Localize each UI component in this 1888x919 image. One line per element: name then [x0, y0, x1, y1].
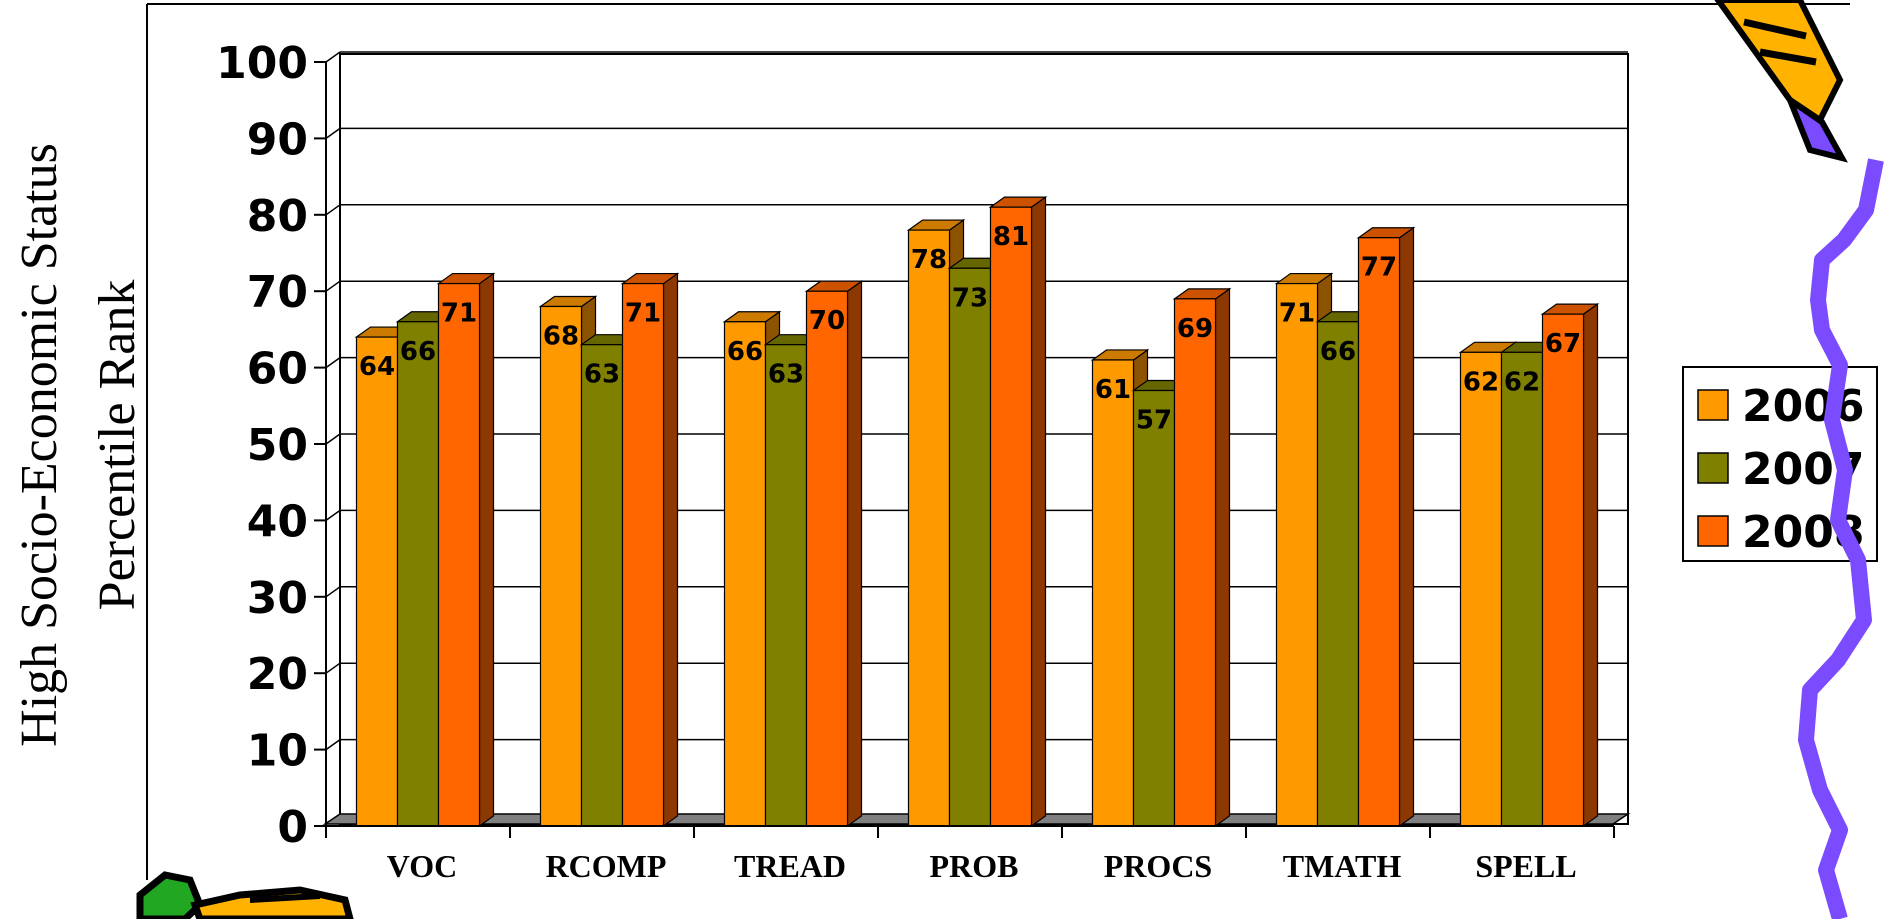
y-axis-title: High Socio-Economic Status Percentile Ra…	[11, 143, 146, 747]
data-label: 57	[1136, 406, 1172, 436]
bars	[354, 195, 1600, 828]
legend-swatch-2007	[1697, 452, 1729, 484]
y-tick-label: 30	[247, 573, 308, 624]
bar-2008-TMATH	[1356, 226, 1416, 828]
gridline-side	[325, 662, 341, 674]
gridline-side	[325, 127, 341, 140]
bar-2008-VOC	[436, 272, 496, 828]
y-tick-label: 0	[277, 802, 308, 853]
x-category-label: TREAD	[734, 848, 846, 884]
slide-frame	[146, 3, 1850, 880]
pencil-icon-bottom	[136, 871, 354, 919]
data-label: 81	[993, 222, 1029, 252]
legend-swatch-2006	[1697, 389, 1729, 421]
y-tick-label: 40	[247, 496, 308, 547]
data-label: 78	[911, 245, 947, 275]
data-label: 62	[1504, 367, 1540, 397]
x-category-label: PROCS	[1104, 848, 1212, 884]
bar-2008-TREAD	[804, 280, 864, 828]
data-label: 71	[625, 299, 661, 329]
data-label: 66	[1320, 337, 1356, 367]
y-tick-label: 20	[247, 649, 308, 700]
data-label: 63	[768, 360, 804, 390]
x-category-label: TMATH	[1283, 848, 1402, 884]
data-label: 64	[359, 352, 395, 382]
gridline-side	[325, 509, 341, 522]
data-label: 77	[1361, 253, 1397, 283]
x-category-label: VOC	[387, 848, 457, 884]
bar-2008-SPELL	[1540, 302, 1600, 828]
data-label: 70	[809, 306, 845, 336]
x-category-label: PROB	[930, 848, 1019, 884]
data-label: 69	[1177, 314, 1213, 344]
y-axis-title-line-2: Percentile Rank	[89, 280, 146, 611]
y-tick-label: 100	[216, 38, 308, 89]
purple-squiggle	[1798, 158, 1884, 919]
y-tick-label: 70	[247, 267, 308, 318]
legend-swatch-2008	[1697, 515, 1729, 547]
gridline-side	[325, 280, 341, 292]
gridline-side	[325, 51, 341, 63]
y-ticks: 0 10 20 30 40 50 60 70 80 90 100	[216, 38, 326, 853]
y-axis-title-line-1: High Socio-Economic Status	[11, 143, 68, 747]
gridline-side	[325, 738, 341, 751]
x-category-label: SPELL	[1475, 848, 1576, 884]
data-label: 66	[400, 337, 436, 367]
y-tick-label: 90	[247, 114, 308, 165]
bar-2007-PROCS	[1131, 379, 1191, 828]
gridline-side	[325, 586, 341, 598]
bar-2008-RCOMP	[620, 272, 680, 828]
x-category-label: RCOMP	[546, 848, 667, 884]
gridline-side	[325, 204, 341, 216]
gridline-side	[325, 356, 341, 369]
data-label: 61	[1095, 375, 1131, 405]
data-label: 62	[1463, 367, 1499, 397]
y-tick-label: 10	[247, 726, 308, 777]
y-tick-label: 80	[247, 191, 308, 242]
x-ticks: VOC RCOMP TREAD PROB PROCS TMATH SPELL	[325, 826, 1615, 884]
data-label: 71	[1279, 299, 1315, 329]
y-tick-label: 60	[247, 344, 308, 395]
data-label: 68	[543, 321, 579, 351]
pencil-icon	[1714, 0, 1848, 163]
data-label: 73	[952, 283, 988, 313]
bar-2008-PROCS	[1172, 287, 1232, 828]
data-label: 71	[441, 299, 477, 329]
x-axis: VOC RCOMP TREAD PROB PROCS TMATH SPELL	[325, 825, 1615, 884]
legend-label-2006: 2006	[1742, 381, 1864, 432]
bar-2008-PROB	[988, 195, 1048, 828]
y-tick-label: 50	[247, 420, 308, 471]
data-label: 67	[1545, 329, 1581, 359]
y-axis: 0 10 20 30 40 50 60 70 80 90 100	[216, 38, 327, 853]
data-label: 66	[727, 337, 763, 367]
data-label: 63	[584, 360, 620, 390]
gridline-side	[325, 433, 341, 445]
